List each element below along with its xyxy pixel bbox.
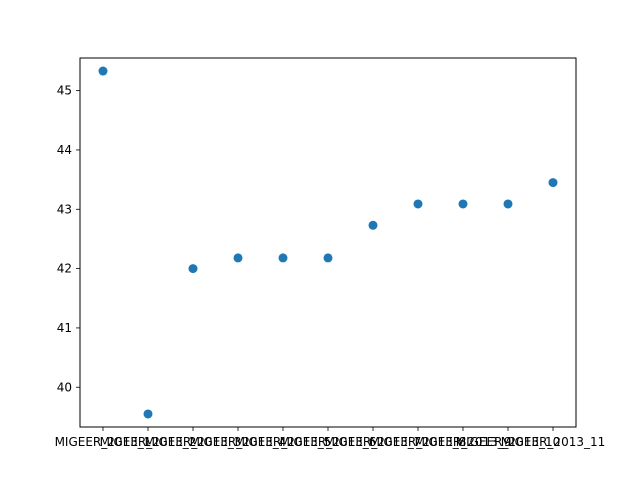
x-tick-label: MIGEER_2013_7 [325,435,422,449]
data-point [143,409,153,419]
x-tick-label: MIGEER_2013_5 [235,435,332,449]
data-point [278,253,288,263]
x-tick-label: MIGEER_2013_6 [280,435,377,449]
data-point [98,66,108,76]
data-point [458,199,468,209]
data-point [548,178,558,188]
data-point [413,199,423,209]
data-points [98,66,558,419]
x-tick-label: MIGEER_2013_2 [100,435,197,449]
y-tick-label: 42 [57,262,72,276]
plot-area-frame [79,57,577,428]
data-point [323,253,333,263]
data-point [368,220,378,230]
y-tick-label: 43 [57,202,72,216]
x-axis-ticks: MIGEER_2013_1MIGEER_2013_2MIGEER_2013_3M… [55,427,606,449]
x-tick-label: MIGEER_2013_11 [501,435,606,449]
y-tick-label: 40 [57,380,72,394]
x-tick-label: MIGEER_2013_4 [190,435,287,449]
x-tick-label: MIGEER_2013_10 [456,435,561,449]
x-tick-label: MIGEER_2013_3 [145,435,242,449]
data-point [188,264,198,274]
y-tick-label: 45 [57,84,72,98]
y-tick-label: 44 [57,143,72,157]
x-tick-label: MIGEER_2013_1 [55,435,152,449]
y-tick-label: 41 [57,321,72,335]
x-tick-label: MIGEER_2013_8 [370,435,467,449]
data-point [233,253,243,263]
y-axis-ticks: 40 41 42 43 44 45 [57,84,80,394]
x-tick-label: MIGEER_2013_9 [415,435,512,449]
data-point [503,199,513,209]
